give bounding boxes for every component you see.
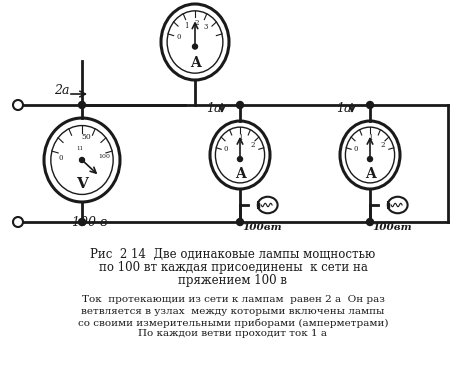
Text: По каждои ветви проходит ток 1 а: По каждои ветви проходит ток 1 а: [138, 329, 328, 339]
Text: V: V: [76, 177, 88, 191]
Text: 1а: 1а: [206, 103, 221, 116]
Circle shape: [366, 101, 374, 109]
Text: 100вт: 100вт: [372, 223, 411, 232]
Circle shape: [13, 217, 23, 227]
Circle shape: [78, 101, 85, 109]
Text: ветвляется в узлах  между которыми включены лампы: ветвляется в узлах между которыми включе…: [81, 306, 385, 316]
Circle shape: [80, 157, 84, 162]
Text: A: A: [234, 167, 246, 181]
Text: 1: 1: [368, 134, 372, 142]
Text: A: A: [190, 56, 200, 70]
Circle shape: [237, 101, 244, 109]
Text: 11: 11: [76, 146, 83, 151]
Circle shape: [237, 218, 244, 225]
Text: 100 в: 100 в: [72, 216, 108, 229]
Text: со своими измерительными приборами (амперметрами): со своими измерительными приборами (ампе…: [78, 318, 388, 328]
Text: 2: 2: [380, 141, 384, 149]
Text: 0: 0: [176, 33, 181, 41]
Text: 2: 2: [250, 141, 254, 149]
Text: 0: 0: [354, 145, 358, 153]
Text: 0: 0: [59, 154, 63, 162]
Text: 0: 0: [224, 145, 228, 153]
Text: 100: 100: [98, 154, 110, 159]
Text: Ток  протекающии из сети к лампам  равен 2 а  Он раз: Ток протекающии из сети к лампам равен 2…: [82, 295, 384, 304]
Circle shape: [238, 157, 242, 162]
Text: по 100 вт каждая присоединены  к сети на: по 100 вт каждая присоединены к сети на: [99, 261, 367, 274]
Text: Рис  2 14  Две одинаковые лампы мощностью: Рис 2 14 Две одинаковые лампы мощностью: [90, 248, 376, 261]
Circle shape: [78, 218, 85, 225]
Circle shape: [368, 157, 372, 162]
Text: 3: 3: [204, 23, 208, 31]
Circle shape: [192, 44, 198, 49]
Text: 1: 1: [184, 22, 189, 30]
Circle shape: [13, 100, 23, 110]
Text: 100вт: 100вт: [242, 223, 281, 232]
Text: 50: 50: [81, 133, 91, 141]
Circle shape: [366, 218, 374, 225]
Text: 1а: 1а: [336, 103, 351, 116]
Text: 2а: 2а: [54, 84, 69, 98]
Text: A: A: [364, 167, 376, 181]
Text: пряжением 100 в: пряжением 100 в: [178, 274, 288, 287]
Text: 2: 2: [194, 19, 199, 27]
Text: 1: 1: [238, 134, 242, 142]
